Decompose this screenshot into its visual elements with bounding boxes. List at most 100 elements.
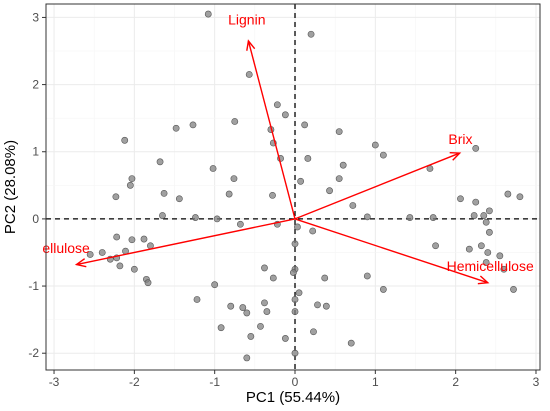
y-axis-ticks: -2 -1 0 1 2 3: [28, 10, 46, 360]
loading-arrowhead: [477, 275, 490, 285]
data-point: [225, 190, 233, 198]
loading-vector-cellulose: [76, 218, 296, 266]
data-point: [231, 118, 239, 125]
y-axis-title: PC2 (28.08%): [2, 140, 19, 234]
data-point: [477, 242, 485, 250]
data-point: [291, 240, 299, 248]
data-point: [309, 227, 317, 235]
loading-label-lignin: Lignin: [228, 11, 265, 27]
data-point: [326, 187, 333, 195]
data-point: [261, 299, 268, 307]
data-point: [193, 296, 201, 303]
data-point: [472, 198, 480, 206]
data-point: [281, 111, 289, 119]
data-point: [192, 214, 199, 221]
data-point: [291, 296, 299, 303]
data-point: [204, 10, 212, 18]
data-point: [482, 259, 490, 266]
data-point: [470, 212, 478, 219]
data-point: [482, 218, 490, 226]
data-point: [322, 302, 330, 310]
data-point: [480, 212, 488, 219]
x-tick-label: 1: [372, 375, 379, 389]
data-point: [510, 286, 517, 293]
data-point: [189, 121, 197, 129]
data-point: [86, 251, 94, 258]
data-point: [144, 279, 152, 287]
data-point: [472, 144, 480, 152]
data-point: [156, 158, 164, 166]
data-point: [172, 124, 180, 132]
data-point: [363, 272, 371, 280]
data-point: [339, 161, 347, 169]
y-tick-label: 1: [32, 145, 39, 159]
panel-border: [45, 3, 541, 371]
loading-labels: Lignin Brix Hemicellulose ellulose: [42, 11, 534, 273]
data-point: [130, 265, 138, 273]
data-point: [126, 181, 134, 189]
data-point: [297, 177, 305, 185]
grid: [46, 4, 540, 370]
data-point: [211, 281, 219, 289]
loading-arrowhead: [246, 39, 256, 51]
loading-vector-hemicellulose: [294, 218, 489, 284]
y-tick-label: 0: [32, 212, 39, 226]
data-point: [113, 233, 121, 241]
data-point: [213, 215, 221, 223]
data-point: [243, 354, 251, 362]
data-point: [128, 236, 136, 244]
loading-arrowhead: [449, 151, 462, 161]
data-point: [504, 190, 512, 198]
y-tick-label: 3: [32, 10, 39, 24]
data-point: [465, 245, 473, 253]
data-point: [121, 136, 129, 144]
data-point: [347, 339, 355, 347]
x-tick-label: -1: [209, 375, 220, 389]
data-point: [349, 202, 357, 209]
y-tick-label: -2: [28, 346, 39, 360]
data-point: [245, 71, 253, 78]
data-point: [363, 213, 371, 221]
x-tick-label: 3: [533, 375, 540, 389]
data-point: [291, 308, 299, 315]
data-point: [247, 333, 255, 340]
x-axis-title: PC1 (55.44%): [246, 389, 340, 406]
data-point: [304, 155, 312, 162]
data-point: [321, 274, 329, 282]
data-point: [239, 304, 247, 311]
y-tick-label: 2: [32, 78, 39, 92]
data-point: [371, 141, 379, 149]
loading-label-brix: Brix: [448, 131, 472, 147]
data-point: [406, 214, 414, 221]
data-point: [147, 242, 154, 250]
data-point: [307, 30, 315, 38]
loading-label-hemicellulose: Hemicellulose: [447, 258, 534, 274]
data-point: [227, 302, 235, 310]
data-point: [261, 264, 268, 272]
data-point: [175, 195, 183, 203]
data-point: [379, 151, 387, 159]
data-point: [257, 322, 264, 330]
data-point: [485, 228, 493, 236]
x-axis-ticks: -3 -2 -1 0 1 2 3: [49, 370, 540, 389]
data-point: [263, 308, 271, 315]
data-point: [335, 175, 343, 183]
data-point: [281, 335, 289, 342]
data-point: [209, 165, 217, 172]
loading-vector-brix: [294, 152, 460, 220]
data-point: [116, 262, 124, 270]
data-point: [310, 328, 317, 336]
data-point: [379, 286, 387, 293]
data-point: [236, 220, 244, 228]
data-point: [314, 301, 321, 309]
loading-vectors: [74, 39, 490, 285]
data-point: [98, 249, 106, 256]
data-point: [160, 189, 168, 197]
loading-vector-lignin: [247, 40, 296, 220]
loading-label-cellulose: ellulose: [42, 240, 90, 256]
data-point: [496, 252, 504, 260]
data-point: [269, 191, 276, 199]
data-point: [290, 269, 297, 277]
data-point: [291, 349, 299, 357]
